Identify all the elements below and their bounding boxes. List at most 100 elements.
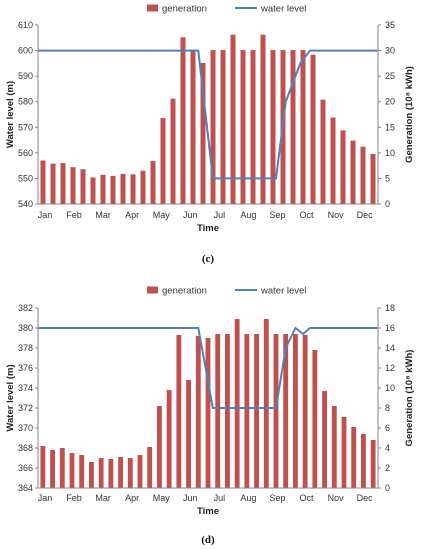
x-tick-label: Sep (269, 493, 285, 503)
right-tick-label: 16 (385, 323, 395, 333)
left-tick-label: 610 (18, 20, 33, 30)
generation-bar (130, 174, 136, 204)
generation-bar (120, 173, 126, 204)
left-tick-label: 590 (18, 71, 33, 81)
generation-bar (59, 448, 65, 488)
generation-bar (302, 335, 308, 488)
generation-bar (98, 458, 104, 488)
right-tick-label: 4 (385, 443, 390, 453)
generation-bar (89, 462, 94, 488)
right-tick-label: 25 (385, 71, 395, 81)
generation-bar (244, 334, 250, 488)
generation-bar (234, 319, 240, 488)
generation-bar (50, 450, 55, 488)
left-tick-label: 382 (18, 303, 33, 313)
generation-bar (361, 434, 366, 488)
x-tick-label: Nov (328, 493, 345, 503)
right-tick-label: 10 (385, 383, 395, 393)
x-tick-label: Jun (183, 210, 198, 220)
right-tick-label: 35 (385, 20, 395, 30)
left-axis-label: Water level (m) (5, 81, 16, 148)
generation-bar (137, 455, 143, 488)
left-tick-label: 580 (18, 97, 33, 107)
generation-bar (225, 334, 230, 488)
generation-bar (270, 50, 276, 205)
generation-bar (100, 174, 106, 204)
x-tick-label: Mar (95, 210, 111, 220)
generation-bar (110, 175, 116, 204)
generation-bar (50, 163, 56, 204)
left-tick-label: 376 (18, 363, 33, 373)
generation-bar (341, 417, 347, 488)
left-tick-label: 600 (18, 46, 33, 56)
right-tick-label: 30 (385, 46, 395, 56)
generation-bar (180, 37, 186, 204)
right-tick-label: 6 (385, 423, 390, 433)
generation-bar (166, 390, 172, 488)
generation-bar (351, 427, 357, 488)
generation-bar (118, 457, 123, 488)
generation-bar (127, 458, 133, 488)
generation-bar (312, 350, 318, 488)
generation-bar (230, 34, 236, 204)
generation-bar (370, 440, 376, 488)
generation-bar (322, 391, 327, 488)
left-tick-label: 368 (18, 443, 33, 453)
right-tick-label: 12 (385, 363, 395, 373)
x-tick-label: Dec (357, 210, 374, 220)
generation-bar (150, 161, 156, 204)
generation-bar (260, 34, 266, 204)
generation-bar (350, 140, 356, 204)
generation-bar (320, 99, 326, 204)
generation-bar (254, 334, 259, 488)
generation-bar (69, 453, 75, 488)
chart-panel-d: generation water level 364 366 368 370 372 374 3… (5, 286, 415, 547)
generation-bar (330, 117, 336, 204)
x-tick-label: May (153, 493, 171, 503)
x-tick-label: Apr (125, 493, 139, 503)
generation-bar (205, 338, 211, 488)
legend-generation-label: generation (162, 286, 207, 297)
left-tick-label: 550 (18, 173, 33, 183)
x-tick-label: Sep (269, 210, 285, 220)
generation-bar (40, 160, 46, 204)
right-tick-label: 18 (385, 303, 395, 313)
x-tick-label: Jul (214, 493, 226, 503)
generation-bar (340, 130, 346, 204)
generation-bar (170, 98, 176, 204)
left-tick-label: 366 (18, 463, 33, 473)
generation-bar (190, 49, 196, 204)
legend-generation-swatch (147, 286, 158, 294)
generation-bar (176, 335, 182, 488)
generation-bar (331, 406, 337, 488)
generation-bar (273, 334, 279, 488)
generation-bar (310, 54, 316, 204)
left-axis-label: Water level (m) (5, 364, 16, 431)
generation-bar (220, 50, 226, 205)
legend-generation-swatch (147, 4, 158, 12)
right-tick-label: 8 (385, 403, 390, 413)
water-level-line (38, 326, 378, 409)
chart-panel-c: generation water level 540 550 560 570 580 590 6… (5, 4, 415, 266)
x-tick-label: Feb (66, 493, 82, 503)
x-tick-label: Dec (357, 493, 374, 503)
x-tick-label: Jan (38, 210, 53, 220)
left-tick-label: 560 (18, 148, 33, 158)
generation-bar (79, 455, 85, 488)
generation-bar (195, 336, 201, 488)
left-tick-label: 570 (18, 122, 33, 132)
generation-bar (40, 446, 46, 488)
generation-bar (215, 334, 221, 488)
left-tick-label: 380 (18, 323, 33, 333)
x-tick-label: Jun (183, 493, 198, 503)
panel-caption: (c) (202, 253, 215, 265)
x-tick-label: May (153, 210, 171, 220)
generation-bar (290, 50, 296, 205)
legend-water-level-label: water level (260, 4, 306, 15)
right-axis-label: Generation (10⁸ kWh) (404, 350, 415, 447)
right-tick-label: 5 (385, 173, 390, 183)
x-tick-label: Nov (328, 210, 345, 220)
generation-bar (80, 169, 86, 204)
legend-generation-label: generation (162, 4, 207, 15)
